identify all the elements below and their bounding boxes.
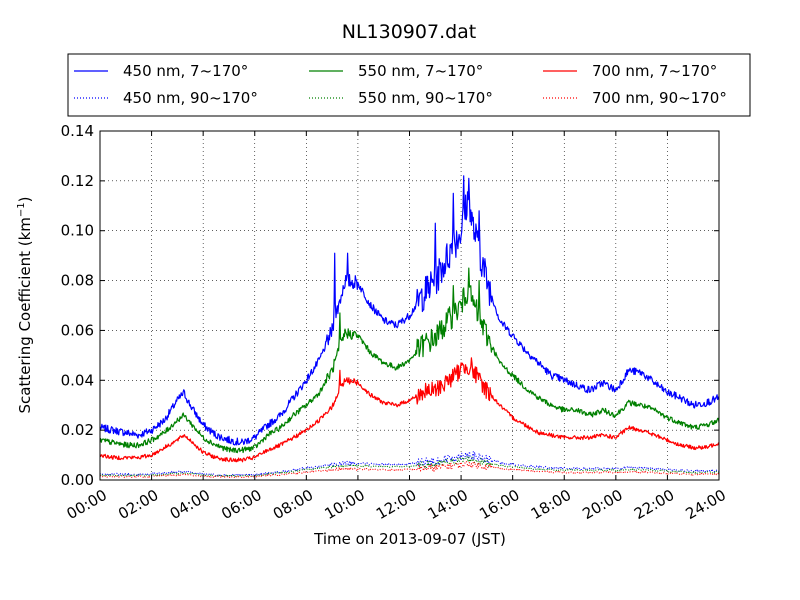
x-axis-label: Time on 2013-09-07 (JST) [313,530,506,548]
legend-box [67,53,751,117]
y-tick-label: 0.02 [61,421,94,439]
series-line-4 [99,455,720,478]
legend-label: 450 nm, 7~170° [123,62,248,80]
legend-label: 550 nm, 7~170° [358,62,483,80]
y-tick-label: 0.04 [61,371,94,389]
y-tick-label: 0.06 [61,321,94,339]
legend-label: 700 nm, 90~170° [592,89,727,107]
y-tick-label: 0.10 [61,222,94,240]
legend-label: 450 nm, 90~170° [123,89,258,107]
legend: 450 nm, 7~170° 550 nm, 7~170° 700 nm, 7~17… [67,53,751,117]
y-axis-label-main: Scattering Coefficient (km [16,217,34,413]
series-line-3 [99,450,720,477]
y-axis-label: Scattering Coefficient (km−1) [16,196,34,413]
series-lines [99,175,720,479]
chart-title: NL130907.dat [342,21,477,43]
y-tick-label: 0.00 [61,471,94,489]
y-axis-label-superscript: −1 [16,202,27,217]
series-line-0 [99,175,720,446]
series-line-2 [99,357,720,463]
y-tick-label: 0.14 [61,122,94,140]
y-tick-label: 0.08 [61,272,94,290]
series-line-1 [99,267,720,454]
legend-label: 700 nm, 7~170° [592,62,717,80]
y-tick-label: 0.12 [61,172,94,190]
y-axis-label-end: ) [16,196,34,202]
legend-label: 550 nm, 90~170° [358,89,493,107]
